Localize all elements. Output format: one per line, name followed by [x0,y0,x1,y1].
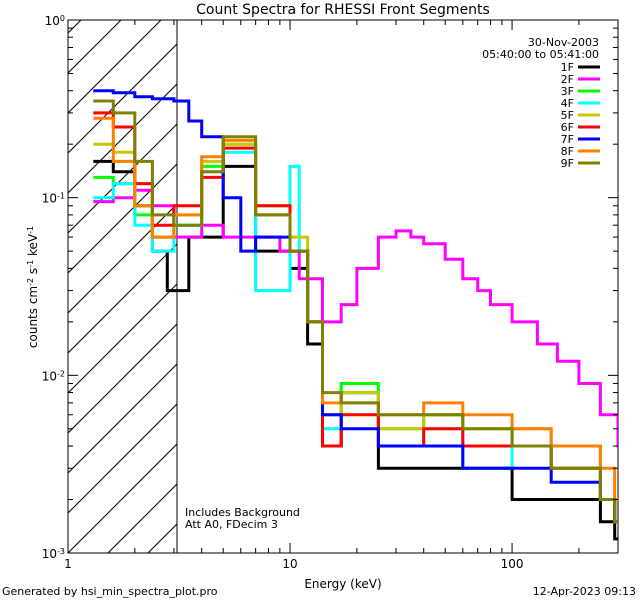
hatch-line [68,203,177,314]
shaded-region [0,13,177,553]
annotation-background: Includes Background [185,506,300,519]
hatch-line [68,243,177,354]
plot-frame [67,19,619,554]
legend-label-5f: 5F [561,109,574,122]
legend-label-4f: 4F [561,97,574,110]
legend-label-1f: 1F [561,61,574,74]
hatch-line [0,13,8,553]
hatch-line [68,20,82,34]
axis-ticks: 1 10 100 100 10-1 10-2 10-3 [42,14,619,571]
legend-label-9f: 9F [561,157,574,170]
hatch-line [68,20,162,114]
hatch-line [68,323,177,434]
y-tick-label: 10-2 [42,369,65,384]
legend-label-3f: 3F [561,85,574,98]
y-tick-label: 10-1 [42,191,65,206]
x-tick-label: 100 [501,557,524,571]
hatch-line [68,283,177,394]
legend-label-7f: 7F [561,133,574,146]
series-line-6f [93,111,618,524]
legend-date: 30-Nov-2003 [528,36,599,49]
legend-label-8f: 8F [561,145,574,158]
annotation-attenuator: Att A0, FDecim 3 [185,518,278,531]
hatch-line [68,123,177,234]
legend-label-6f: 6F [561,121,574,134]
hatch-line [68,163,177,274]
y-axis-label: counts cm-2 s-1 keV-1 [26,226,41,348]
y-tick-label: 10-3 [42,547,65,562]
series-line-9f [93,99,618,524]
series-line-8f [93,116,618,501]
series-lines [93,89,618,541]
series-line-7f [93,89,618,524]
hatch-line [68,363,177,474]
footer-timestamp: 12-Apr-2023 09:13 [532,585,636,598]
series-line-3f [93,142,618,524]
y-tick-label: 100 [45,14,65,29]
legend-label-2f: 2F [561,73,574,86]
hatch-line [68,403,177,514]
series-line-2f [93,188,618,448]
footer-generator-note: Generated by hsi_min_spectra_plot.pro [2,585,218,598]
hatch-line [68,83,177,194]
chart-title: Count Spectra for RHESSI Front Segments [196,2,490,18]
hatch-line [68,43,177,154]
legend-time-range: 05:40:00 to 05:41:00 [482,48,599,61]
x-axis-label: Energy (keV) [304,577,381,591]
hatch-line [0,13,48,553]
x-tick-label: 1 [64,557,72,571]
hatch-line [68,443,177,553]
x-tick-label: 10 [282,557,297,571]
